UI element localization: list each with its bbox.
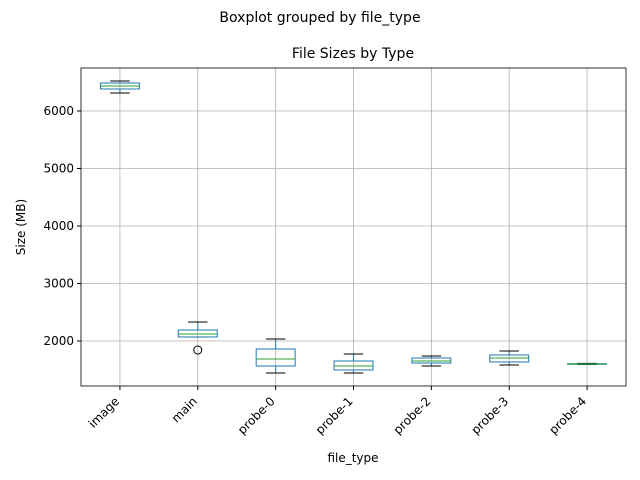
x-tick-label: probe-0 — [235, 394, 278, 437]
suptitle: Boxplot grouped by file_type — [219, 10, 420, 26]
y-tick-label: 4000 — [43, 219, 74, 233]
x-tick-label: probe-2 — [391, 394, 434, 437]
y-tick-label: 2000 — [43, 334, 74, 348]
plot-frame — [80, 67, 627, 387]
box — [333, 360, 374, 371]
flier — [193, 345, 203, 355]
x-tick-label: probe-4 — [546, 394, 589, 437]
y-tick-label: 5000 — [43, 161, 74, 175]
x-tick-label: probe-3 — [468, 394, 511, 437]
chart-title: File Sizes by Type — [292, 46, 414, 62]
x-tick-label: probe-1 — [313, 394, 356, 437]
y-axis-label: Size (MB) — [14, 199, 28, 255]
x-tick-label: image — [86, 394, 122, 430]
y-tick-label: 6000 — [43, 104, 74, 118]
y-tick-label: 3000 — [43, 276, 74, 290]
x-axis-label: file_type — [327, 451, 378, 465]
x-tick-label: main — [169, 394, 200, 425]
box — [255, 348, 296, 367]
